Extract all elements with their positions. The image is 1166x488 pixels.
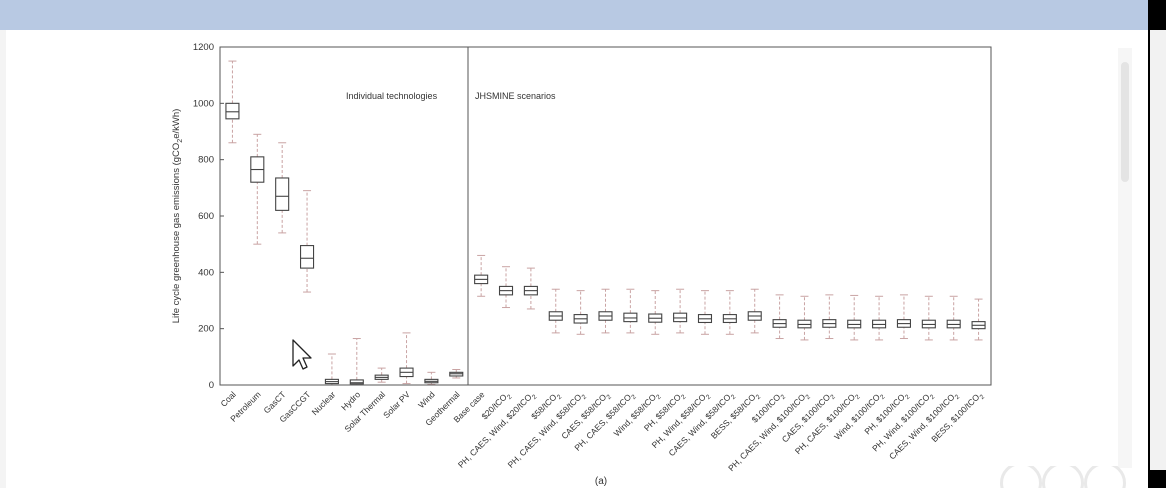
left-gutter <box>0 30 6 488</box>
box-ph-caes-wind-58-tco <box>573 290 588 335</box>
box-hydro <box>349 338 364 386</box>
x-tick-label: Hydro <box>339 389 362 412</box>
box-coal <box>225 60 240 144</box>
box-20-tco <box>498 266 514 309</box>
y-tick-label: 400 <box>198 267 214 278</box>
box-58-tco <box>548 288 563 334</box>
y-tick-label: 200 <box>198 324 214 335</box>
box-base-case <box>474 254 489 297</box>
y-axis-ticks: 0 200 400 600 800 1000 1200 <box>193 42 224 391</box>
box-ph-wind-100-tco <box>921 295 936 341</box>
box-body <box>225 102 240 120</box>
box-solar-thermal <box>374 367 389 383</box>
box-wind-58-tco <box>648 290 663 335</box>
box-ph-wind-58-tco <box>697 290 713 335</box>
box-bess-100-tco <box>971 298 986 341</box>
box-petroleum <box>250 133 265 245</box>
box-geothermal <box>449 369 464 379</box>
box-body <box>623 312 638 323</box>
side-panel <box>1150 30 1166 470</box>
box-caes-100-tco <box>822 294 837 340</box>
panel-label-individual: Individual technologies <box>346 91 438 101</box>
box-caes-wind-100-tco <box>946 295 961 341</box>
box-body <box>299 245 315 269</box>
slide-header-band <box>0 0 1148 30</box>
y-tick-label: 600 <box>198 211 214 222</box>
plot-frame <box>219 46 992 386</box>
box-gasct <box>275 142 290 234</box>
box-bess-58-tco <box>747 288 762 334</box>
box-caes-wind-58-tco <box>722 290 737 335</box>
y-tick-label: 0 <box>209 380 214 391</box>
y-tick-label: 800 <box>198 155 214 166</box>
scrollbar-thumb[interactable] <box>1121 62 1129 182</box>
mouse-pointer-icon <box>292 339 312 370</box>
box-caes-58-tco <box>598 288 613 334</box>
y-tick-label: 1000 <box>193 98 214 109</box>
x-tick-label: Nuclear <box>310 389 338 417</box>
x-tick-label: Coal <box>218 389 238 409</box>
box-body <box>349 379 364 385</box>
zoom-logo-icon <box>990 466 1140 488</box>
box-body <box>673 312 688 323</box>
box-wind <box>424 371 439 385</box>
box-ph-100-tco <box>896 294 912 340</box>
box-series <box>225 60 986 386</box>
box-ph-caes-100-tco <box>847 294 862 341</box>
box-ph-caes-58-tco <box>623 288 638 334</box>
figure-caption: (a) <box>595 476 607 487</box>
box-ph-caes-wind-100-tco <box>797 295 812 341</box>
y-tick-label: 1200 <box>193 42 214 53</box>
box-wind-100-tco <box>872 295 887 341</box>
box-100-tco <box>772 294 787 340</box>
box-body <box>275 177 290 211</box>
box-gasccgt <box>299 190 315 293</box>
box-nuclear <box>324 353 339 386</box>
box-solar-pv <box>399 332 414 385</box>
x-tick-label: Wind <box>416 389 437 410</box>
x-tick-label: Solar PV <box>381 389 412 420</box>
box-ph-58-tco <box>673 288 688 334</box>
panel-label-scenarios: JHSMINE scenarios <box>475 91 556 101</box>
box-ph-caes-wind-20-tco <box>523 267 538 310</box>
y-axis-label: Life cycle greenhouse gas emissions (gCO… <box>171 109 184 324</box>
